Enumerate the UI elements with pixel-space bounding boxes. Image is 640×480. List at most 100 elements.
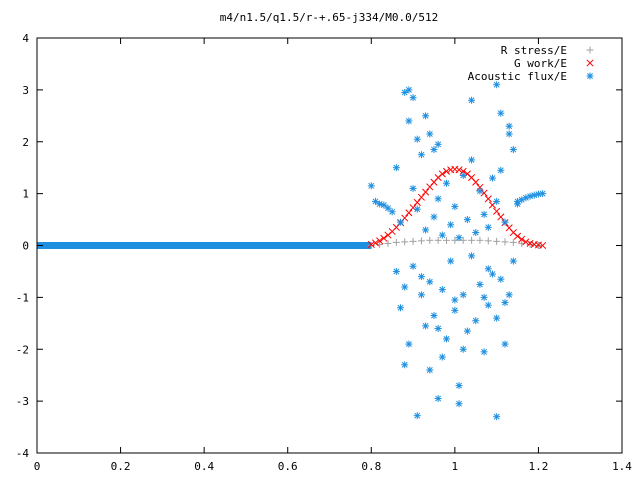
data-point	[434, 140, 442, 148]
marker-stroke	[497, 110, 504, 117]
data-point	[413, 198, 421, 206]
marker-stroke	[426, 278, 433, 285]
data-point	[417, 237, 425, 245]
data-point	[455, 382, 463, 390]
marker-stroke	[480, 189, 488, 197]
marker-stroke	[422, 226, 429, 233]
marker-stroke	[485, 302, 492, 309]
data-point	[451, 203, 459, 211]
marker-stroke	[405, 209, 413, 217]
data-point	[488, 270, 496, 278]
data-point	[422, 322, 430, 330]
data-point	[367, 242, 375, 249]
data-point	[484, 265, 492, 273]
data-point	[438, 170, 446, 178]
marker-stroke	[431, 312, 437, 319]
marker-stroke	[413, 198, 421, 206]
marker-stroke	[460, 346, 467, 353]
marker-stroke	[435, 141, 442, 148]
marker-stroke	[426, 131, 433, 137]
marker-stroke	[518, 235, 526, 243]
marker-stroke	[468, 97, 475, 104]
data-point	[468, 156, 476, 164]
data-point	[501, 299, 509, 307]
data-point	[493, 413, 501, 421]
marker-stroke	[502, 299, 508, 306]
data-point	[417, 193, 425, 201]
marker-stroke	[439, 354, 446, 360]
data-point	[497, 166, 505, 174]
data-point	[434, 195, 442, 203]
data-point	[434, 236, 442, 244]
data-point	[430, 146, 438, 154]
x-tick-label: 1.2	[528, 460, 548, 473]
data-point	[484, 237, 492, 245]
data-point	[476, 280, 484, 288]
marker-stroke	[522, 238, 530, 246]
marker-stroke	[405, 86, 412, 93]
marker-stroke	[442, 167, 451, 175]
data-point	[422, 226, 430, 234]
marker-stroke	[435, 325, 442, 332]
chart-title: m4/n1.5/q1.5/r-+.65-j334/M0.0/512	[220, 11, 439, 24]
marker-stroke	[489, 175, 496, 182]
data-point	[480, 210, 488, 218]
data-point	[397, 218, 405, 226]
marker-stroke	[510, 258, 517, 265]
marker-stroke	[410, 263, 417, 270]
data-point	[522, 238, 530, 246]
data-point	[472, 317, 480, 325]
marker-stroke	[409, 204, 417, 212]
marker-stroke	[410, 185, 417, 192]
data-point	[392, 238, 400, 246]
marker-stroke	[368, 182, 375, 189]
marker-stroke	[506, 291, 513, 298]
marker-stroke	[506, 131, 513, 137]
data-point	[392, 267, 400, 275]
data-point	[530, 191, 538, 199]
marker-stroke	[435, 395, 442, 402]
marker-stroke	[401, 89, 408, 96]
marker-stroke	[447, 258, 454, 265]
data-point	[497, 109, 505, 117]
data-point	[447, 257, 455, 265]
marker-stroke	[489, 271, 496, 277]
x-tick-label: 1.4	[612, 460, 632, 473]
marker-stroke	[464, 216, 471, 223]
data-point	[447, 221, 455, 229]
marker-stroke	[372, 198, 379, 205]
data-point	[434, 325, 442, 332]
marker-stroke	[422, 188, 430, 196]
marker-stroke	[367, 240, 375, 249]
marker-stroke	[426, 367, 433, 373]
marker-stroke	[380, 202, 387, 208]
legend-marker	[586, 59, 594, 67]
marker-stroke	[493, 413, 500, 420]
data-point	[484, 301, 492, 309]
marker-stroke	[371, 239, 380, 247]
legend-item: Acoustic flux/E	[468, 70, 594, 83]
data-point	[476, 187, 484, 195]
marker-stroke	[510, 146, 517, 153]
marker-stroke	[414, 412, 421, 419]
data-point	[472, 178, 480, 186]
marker-stroke	[376, 237, 384, 245]
data-point	[434, 395, 442, 403]
data-point	[451, 236, 459, 244]
y-tick-label: -1	[16, 291, 29, 304]
data-point	[388, 208, 396, 216]
data-point	[438, 353, 446, 361]
marker-stroke	[422, 322, 429, 329]
data-point	[468, 96, 476, 104]
data-point	[417, 273, 425, 281]
marker-stroke	[476, 281, 483, 288]
series-r-stress-e	[367, 236, 542, 249]
marker-stroke	[493, 315, 500, 322]
marker-stroke	[497, 276, 504, 283]
marker-stroke	[493, 81, 500, 88]
marker-stroke	[468, 252, 475, 259]
marker-stroke	[527, 193, 534, 200]
data-point	[409, 262, 417, 270]
